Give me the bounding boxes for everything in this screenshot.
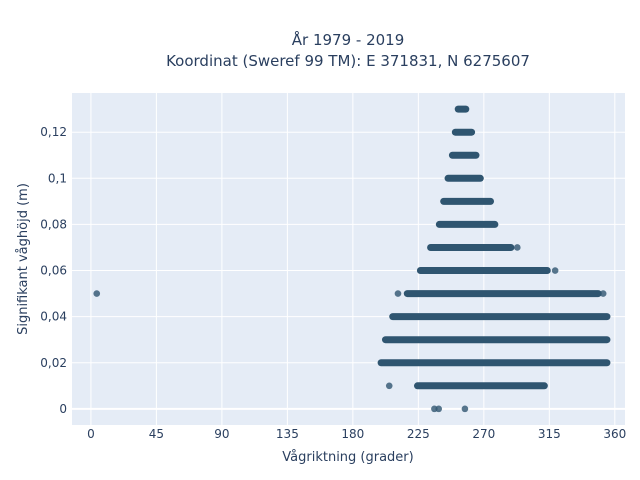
data-band (440, 197, 495, 205)
x-tick-label: 135 (276, 427, 299, 441)
data-point (93, 290, 101, 297)
y-tick-label: 0,06 (40, 264, 67, 278)
data-point (394, 290, 402, 297)
data-band (444, 174, 484, 182)
data-band (451, 128, 476, 136)
data-band (381, 336, 611, 344)
data-band (427, 243, 515, 251)
data-point (599, 290, 607, 297)
y-tick-label: 0,04 (40, 310, 67, 324)
y-tick-label: 0,1 (48, 171, 67, 185)
data-point (435, 405, 443, 413)
chart-title: År 1979 - 2019 (292, 30, 405, 49)
x-tick-label: 270 (472, 427, 495, 441)
x-tick-label: 0 (87, 427, 95, 441)
data-band (435, 220, 499, 228)
y-tick-label: 0,02 (40, 356, 67, 370)
data-band (389, 313, 611, 321)
data-bands (377, 105, 611, 390)
x-tick-label: 315 (538, 427, 561, 441)
x-tick-label: 225 (407, 427, 430, 441)
x-tick-label: 180 (341, 427, 364, 441)
data-band (413, 382, 548, 390)
x-axis-ticks: 0 45 90 135 180 225 270 315 360 (87, 427, 626, 441)
y-axis-label: Signifikant våghöjd (m) (16, 183, 31, 335)
y-tick-label: 0 (59, 402, 67, 416)
x-tick-label: 90 (214, 427, 229, 441)
y-axis-ticks: 0 0,02 0,04 0,06 0,08 0,1 0,12 (40, 125, 67, 416)
data-band (448, 151, 480, 159)
data-point (551, 267, 559, 274)
y-tick-label: 0,12 (40, 125, 67, 139)
plot-area (72, 93, 625, 425)
x-tick-label: 45 (149, 427, 164, 441)
x-axis-label: Vågriktning (grader) (282, 450, 413, 465)
y-tick-label: 0,08 (40, 217, 67, 231)
data-points (93, 244, 607, 413)
data-band (454, 105, 470, 113)
data-point (514, 244, 521, 251)
data-band (416, 267, 551, 275)
chart-subtitle: Koordinat (Sweref 99 TM): E 371831, N 62… (166, 52, 530, 70)
data-band (403, 290, 602, 298)
data-band (377, 359, 611, 367)
data-point (461, 405, 469, 413)
data-point (385, 382, 393, 390)
x-tick-label: 360 (603, 427, 626, 441)
